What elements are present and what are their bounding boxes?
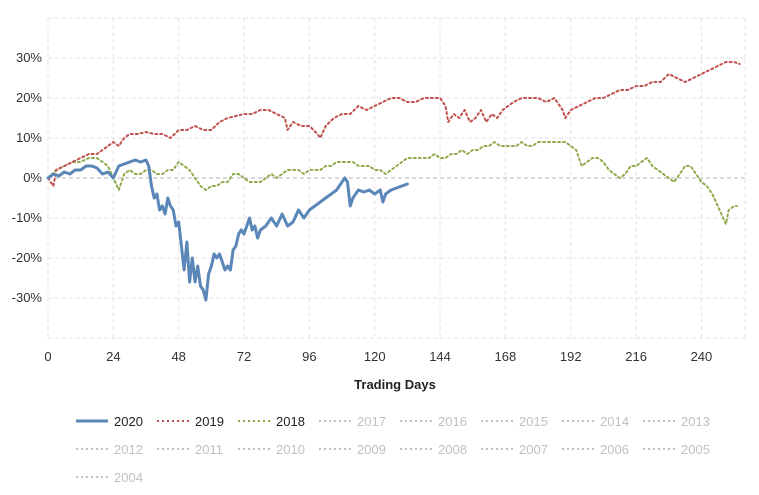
x-tick-label: 48 — [171, 349, 185, 364]
legend-label: 2007 — [519, 442, 548, 457]
legend-item-2018[interactable]: 2018 — [238, 414, 305, 429]
y-tick-label: -10% — [12, 210, 43, 225]
series-line-2019 — [47, 61, 741, 187]
y-tick-label: 10% — [16, 130, 42, 145]
legend-item-2012[interactable]: 2012 — [76, 442, 143, 457]
y-tick-label: -30% — [12, 290, 43, 305]
x-tick-label: 72 — [237, 349, 251, 364]
y-tick-label: -20% — [12, 250, 43, 265]
legend-label: 2015 — [519, 414, 548, 429]
y-tick-label: 30% — [16, 50, 42, 65]
legend-label: 2008 — [438, 442, 467, 457]
legend-label: 2020 — [114, 414, 143, 429]
legend-label: 2012 — [114, 442, 143, 457]
x-axis-ticks: 0 24 48 72 96 120 144 168 192 216 240 — [44, 349, 712, 364]
legend-item-2014[interactable]: 2014 — [562, 414, 629, 429]
legend-item-2017[interactable]: 2017 — [319, 414, 386, 429]
x-axis-label: Trading Days — [354, 377, 436, 392]
legend-item-2006[interactable]: 2006 — [562, 442, 629, 457]
legend-item-2008[interactable]: 2008 — [400, 442, 467, 457]
legend-item-2011[interactable]: 2011 — [157, 442, 223, 457]
legend-label: 2009 — [357, 442, 386, 457]
y-tick-label: 20% — [16, 90, 42, 105]
legend-item-2010[interactable]: 2010 — [238, 442, 305, 457]
legend-item-2009[interactable]: 2009 — [319, 442, 386, 457]
y-axis-ticks: -30% -20% -10% 0% 10% 20% 30% — [12, 50, 43, 305]
x-tick-label: 240 — [691, 349, 713, 364]
x-tick-label: 144 — [429, 349, 451, 364]
legend-item-2016[interactable]: 2016 — [400, 414, 467, 429]
legend-label: 2016 — [438, 414, 467, 429]
x-tick-label: 0 — [44, 349, 51, 364]
grid-lines — [47, 17, 746, 339]
legend: 2020 2019 2018 2017 2016 2015 2014 2013 2012 2011… — [76, 414, 710, 485]
legend-item-2005[interactable]: 2005 — [643, 442, 710, 457]
series-line-2018 — [47, 141, 738, 225]
legend-item-2007[interactable]: 2007 — [481, 442, 548, 457]
legend-label: 2018 — [276, 414, 305, 429]
legend-item-2020[interactable]: 2020 — [76, 414, 143, 429]
x-tick-label: 192 — [560, 349, 582, 364]
legend-label: 2010 — [276, 442, 305, 457]
legend-label: 2017 — [357, 414, 386, 429]
legend-item-2019[interactable]: 2019 — [157, 414, 224, 429]
x-tick-label: 216 — [625, 349, 647, 364]
legend-label: 2004 — [114, 470, 143, 485]
x-tick-label: 168 — [495, 349, 517, 364]
x-tick-label: 96 — [302, 349, 316, 364]
legend-item-2015[interactable]: 2015 — [481, 414, 548, 429]
legend-label: 2014 — [600, 414, 629, 429]
legend-item-2013[interactable]: 2013 — [643, 414, 710, 429]
legend-label: 2013 — [681, 414, 710, 429]
series-line-2020 — [46, 158, 409, 302]
legend-label: 2019 — [195, 414, 224, 429]
legend-label: 2006 — [600, 442, 629, 457]
series-lines — [46, 61, 741, 302]
x-tick-label: 24 — [106, 349, 120, 364]
x-tick-label: 120 — [364, 349, 386, 364]
y-tick-label: 0% — [23, 170, 42, 185]
legend-item-2004[interactable]: 2004 — [76, 470, 143, 485]
legend-label: 2011 — [195, 442, 223, 457]
legend-label: 2005 — [681, 442, 710, 457]
